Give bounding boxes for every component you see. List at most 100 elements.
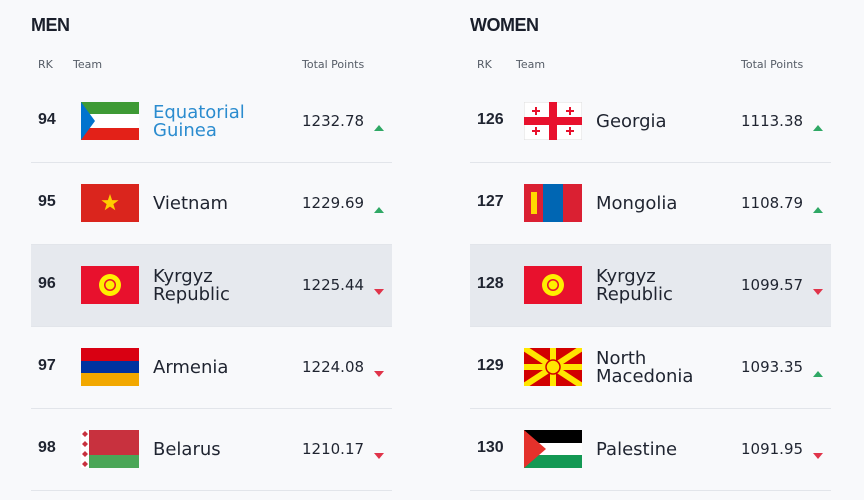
ranking-row: 97 Armenia 1224.08 [31,327,392,409]
flag-shape [81,373,139,386]
team-name: Belarus [153,409,278,490]
team-name: Equatorial Guinea [153,81,278,162]
team-name: Armenia [153,327,278,408]
flag-shape [81,348,139,361]
trend-arrow [812,117,824,131]
flag-icon [81,266,139,304]
total-points: 1091.95 [741,440,804,458]
rank: 98 [38,439,56,456]
total-points: 1108.79 [741,194,804,212]
ranking-row: 94 Equatorial Guinea 1232.78 [31,81,392,163]
flag-shape [101,194,119,211]
trend-icon [374,453,384,459]
team-text: Vietnam [153,192,229,214]
team-name: Georgia [596,81,721,162]
trend-icon [813,289,823,295]
team-text: Equatorial Guinea [153,101,245,141]
header-points: Total Points [741,58,804,71]
ranking-row: 96 Kyrgyz Republic 1225.44 [31,245,392,327]
ranking-row: 95 Vietnam 1229.69 [31,163,392,245]
total-points: 1093.35 [741,358,804,376]
header-team: Team [516,58,546,71]
trend-icon [813,371,823,377]
header-points: Total Points [302,58,365,71]
rank: 97 [38,357,56,374]
flag-icon [524,184,582,222]
flag [81,184,139,222]
trend-icon [374,371,384,377]
team-name: North Macedonia [596,327,721,408]
ranking-row: 129 North Macedonia 1093.35 [470,327,831,409]
flag-icon [81,102,139,140]
trend-triangle [813,371,823,377]
trend-triangle [374,289,384,295]
flag-shape [81,361,139,373]
flag-shape [105,280,115,290]
panel-title: WOMEN [470,15,539,35]
trend-arrow [373,199,385,213]
trend-triangle [374,453,384,459]
flag [524,184,582,222]
total-points: 1210.17 [302,440,365,458]
total-points: 1229.69 [302,194,365,212]
ranking-row: 98 Belarus 1210.17 [31,409,392,491]
trend-icon [374,207,384,213]
team-name: Kyrgyz Republic [596,245,721,326]
rank: 95 [38,193,56,210]
trend-icon [813,207,823,213]
trend-triangle [813,289,823,295]
rank: 127 [477,193,504,210]
flag [524,266,582,304]
flag [522,345,584,389]
trend-triangle [813,125,823,131]
trend-arrow [812,445,824,459]
flag [81,430,139,468]
flag-shape [81,102,139,114]
trend-arrow [812,281,824,295]
flag-shape [81,128,139,140]
flag-shape [524,455,582,468]
header-team: Team [73,58,103,71]
team-text: Armenia [153,356,229,378]
flag-shape [543,184,563,222]
flag-shape [524,430,546,468]
ranking-row: 127 Mongolia 1108.79 [470,163,831,245]
flag-icon [81,184,139,222]
trend-triangle [813,453,823,459]
flag [81,348,139,386]
rank: 128 [477,275,504,292]
flag [524,430,582,468]
rank: 126 [477,111,504,128]
rank: 94 [38,111,56,128]
team-text: Georgia [596,110,667,132]
flag-shape [531,192,537,214]
flag-shape [548,280,558,290]
ranking-panel: WOMEN RK Team Total Points 126 Georgia 1113.38… [470,0,831,500]
flag-shape [81,455,139,468]
ranking-row: 128 Kyrgyz Republic 1099.57 [470,245,831,327]
team-text: Mongolia [596,192,678,214]
total-points: 1113.38 [741,112,804,130]
flag-icon [81,348,139,386]
rank: 96 [38,275,56,292]
ranking-panel: MEN RK Team Total Points 94 Equatorial Guinea… [31,0,392,500]
flag [81,102,139,140]
rank: 130 [477,439,504,456]
flag-icon [81,430,139,468]
flag-shape [524,117,582,125]
trend-arrow [373,281,385,295]
trend-triangle [374,371,384,377]
flag-shape [81,430,89,468]
trend-triangle [813,207,823,213]
team-text: Kyrgyz Republic [153,265,230,305]
total-points: 1099.57 [741,276,804,294]
ranking-row: 126 Georgia 1113.38 [470,81,831,163]
trend-icon [813,453,823,459]
total-points: 1224.08 [302,358,365,376]
flag-shape [524,430,582,443]
trend-icon [813,125,823,131]
trend-arrow [373,363,385,377]
trend-triangle [374,207,384,213]
flag-icon [523,101,583,141]
